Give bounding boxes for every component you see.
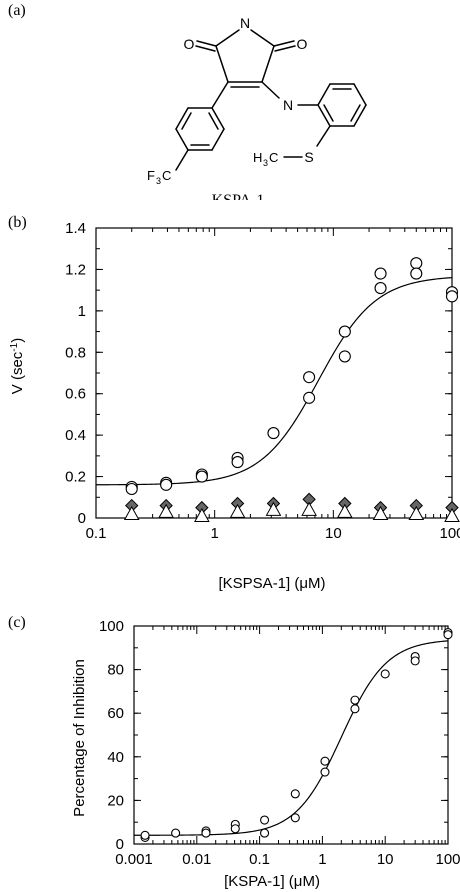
chart-inhibition: [KSPA-1] (μM) Percentage of Inhibition 0… <box>71 618 460 890</box>
data-point-circle <box>350 704 360 714</box>
data-point-circle <box>290 789 300 799</box>
x-tick-label: 10 <box>377 851 394 868</box>
data-point-circle <box>231 456 244 469</box>
atom-n-imide: N <box>240 15 250 31</box>
atom-n-amine: N <box>283 97 293 113</box>
data-point-triangle <box>408 505 425 520</box>
chemical-structure: N O O N S F 3 C H 3 C KSPA-1 <box>147 15 367 200</box>
data-point-circle <box>443 630 453 640</box>
data-point-circle <box>380 669 390 679</box>
chart-activity: [KSPSA-1] (μM) V (sec-1) 0.1 1 10 100 0 0.2 0.… <box>9 220 460 592</box>
x-tick-label: 0.001 <box>115 851 153 868</box>
x-tick-label: 1 <box>210 525 218 542</box>
panel-label-a: (a) <box>8 2 26 19</box>
atom-f: F <box>147 168 155 183</box>
x-tick-label: 0.1 <box>86 525 107 542</box>
y-axis-title: V (sec-1) <box>9 338 27 394</box>
y-tick-label: 0.2 <box>65 469 86 486</box>
data-point-circle <box>320 756 330 766</box>
x-axis-title: [KSPSA-1] (μM) <box>219 575 326 592</box>
compound-name: KSPA-1 <box>212 192 265 200</box>
x-tick-label: 1 <box>318 851 326 868</box>
data-point-circle <box>290 813 300 823</box>
data-point-circle <box>303 371 316 384</box>
fit-curve <box>134 640 449 836</box>
data-point-circle <box>230 824 240 834</box>
atom-c-methyl: C <box>269 150 278 165</box>
fit-curve <box>95 277 453 486</box>
data-point-triangle <box>123 505 140 520</box>
svg-text:V (sec-1): V (sec-1) <box>9 338 27 394</box>
y-axis-title: Percentage of Inhibition <box>71 659 88 817</box>
data-point-circle <box>267 427 280 440</box>
y-tick-label: 1.2 <box>65 261 86 278</box>
atom-o-left: O <box>184 36 195 52</box>
data-point-circle <box>338 350 351 363</box>
x-tick-label: 100 <box>435 851 460 868</box>
data-point-circle <box>320 767 330 777</box>
panel-label-c: (c) <box>8 614 26 631</box>
data-point-circle <box>350 695 360 705</box>
atom-o-right: O <box>297 36 308 52</box>
data-point-circle <box>374 267 387 280</box>
data-point-circle <box>445 290 459 303</box>
x-tick-label: 0.1 <box>249 851 270 868</box>
data-point-triangle <box>444 507 460 523</box>
data-point-circle <box>125 482 138 496</box>
atom-h-subscript: 3 <box>263 158 268 168</box>
data-point-triangle <box>336 503 353 518</box>
data-point-circle <box>160 478 173 491</box>
atom-c-cf3: C <box>162 168 171 183</box>
data-point-circle <box>140 830 150 840</box>
data-point-circle <box>410 267 423 280</box>
y-tick-label: 1 <box>78 303 86 320</box>
panel-label-b: (b) <box>8 214 27 231</box>
y-tick-label: 40 <box>107 749 124 766</box>
data-point-circle <box>195 470 208 483</box>
data-point-circle <box>260 815 270 825</box>
data-point-circle <box>260 828 270 838</box>
data-point-circle <box>171 828 181 838</box>
y-tick-label: 0.8 <box>65 344 86 361</box>
y-tick-label: 100 <box>99 618 124 635</box>
data-point-triangle <box>158 503 174 518</box>
data-point-triangle <box>194 507 210 523</box>
data-point-triangle <box>301 501 317 516</box>
data-point-circle <box>338 325 351 338</box>
y-tick-label: 0 <box>78 510 86 527</box>
y-tick-label: 0.6 <box>65 386 86 403</box>
data-point-circle <box>410 257 423 270</box>
y-tick-label: 80 <box>107 662 124 679</box>
atom-s: S <box>304 149 313 165</box>
data-point-circle <box>374 282 387 295</box>
y-tick-label: 20 <box>107 792 124 809</box>
data-point-triangle <box>372 505 389 520</box>
x-tick-label: 100 <box>439 525 460 542</box>
data-point-triangle <box>265 501 282 516</box>
y-tick-label: 1.4 <box>65 220 86 237</box>
x-tick-label: 10 <box>325 525 342 542</box>
y-tick-label: 0 <box>116 836 124 853</box>
atom-f-subscript: 3 <box>156 176 161 186</box>
y-tick-label: 60 <box>107 705 124 722</box>
x-axis-title: [KSPA-1] (μM) <box>224 873 320 890</box>
atom-h: H <box>253 150 262 165</box>
data-point-circle <box>303 391 316 404</box>
data-point-triangle <box>229 503 246 518</box>
y-tick-label: 0.4 <box>65 427 86 444</box>
data-point-circle <box>201 828 211 838</box>
data-point-circle <box>410 656 420 666</box>
x-tick-label: 0.01 <box>182 851 211 868</box>
plot-frame <box>133 625 449 845</box>
plot-frame <box>95 227 453 519</box>
